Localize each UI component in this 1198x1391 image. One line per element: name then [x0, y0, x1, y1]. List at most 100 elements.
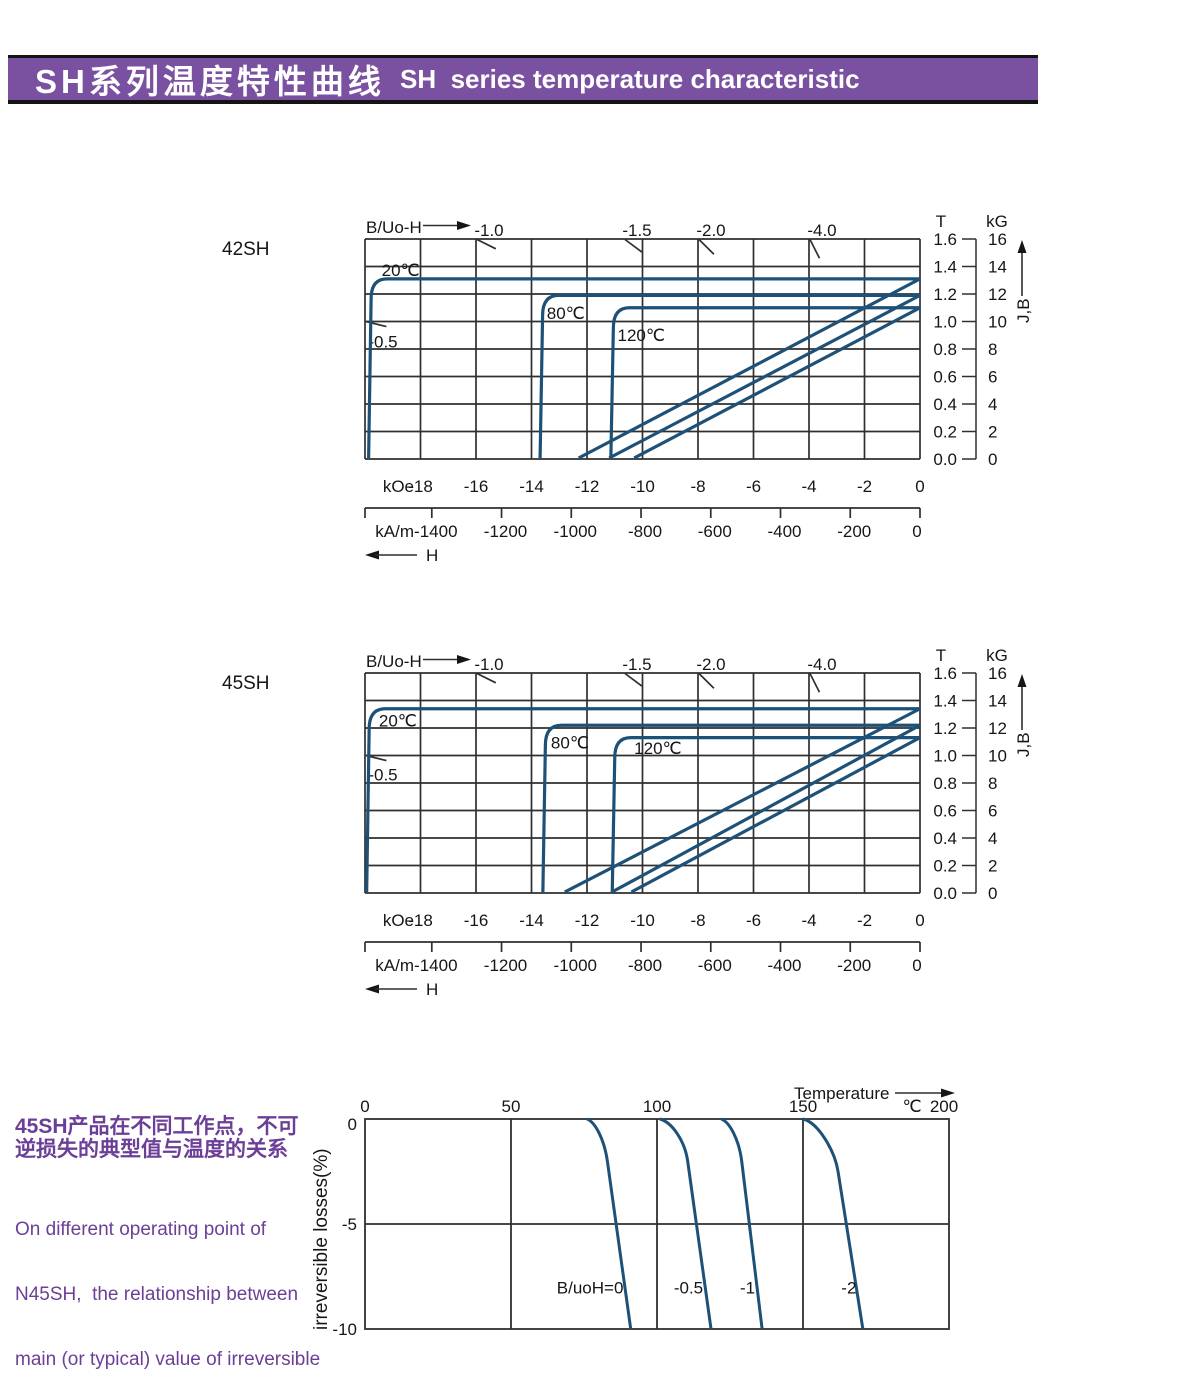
loss-curve--2: [802, 1117, 865, 1330]
load-line-label: -2.0: [696, 655, 725, 674]
y-tick-kG: 12: [988, 719, 1007, 738]
y-tick-kG: 10: [988, 313, 1007, 332]
chart-demag-45sh: B/Uo-H-0.5-1.0 -1.5 -2.0 -4.020℃80℃ 120℃T kG1…: [364, 646, 1033, 999]
x-axis-unit-c: ℃: [902, 1097, 921, 1116]
load-line-tick: [698, 672, 715, 689]
up-arrow-icon: [1017, 240, 1027, 253]
x-tick-kOe: -12: [575, 477, 600, 496]
y-tick-kG: 12: [988, 285, 1007, 304]
x-tick-kam: -1400: [414, 956, 457, 975]
load-line-tick: [624, 238, 643, 253]
x-tick-kOe: -6: [746, 477, 761, 496]
loss-axis-label: irreversible losses(%): [311, 1148, 332, 1330]
y-tick-T: 1.2: [933, 285, 957, 304]
y-tick-kG: 16: [988, 230, 1007, 249]
x-tick-kOe: -12: [575, 911, 600, 930]
j-curve-120℃: [610, 736, 920, 893]
chart-loss-45sh: Temperature 0 50 100 150 ℃ 200 0 -5 -10irreversib…: [311, 1084, 958, 1339]
side-note-en-line1: On different operating point of: [15, 1218, 267, 1240]
y-axis-unit-T: T: [936, 212, 946, 231]
y-tick-kG: 6: [988, 368, 997, 387]
x-tick-kam: -200: [837, 956, 871, 975]
load-line-tick: [809, 673, 821, 693]
y-tick-kG: 4: [988, 395, 997, 414]
y-tick-kG: 2: [988, 423, 997, 442]
j-curve-80℃: [541, 723, 920, 893]
jb-axis-label: J,B: [1014, 732, 1033, 757]
y-axis-unit-kG: kG: [986, 212, 1008, 231]
load-line-label: -4.0: [807, 655, 836, 674]
chart-title-42sh: 42SH: [222, 239, 270, 260]
x-tick-kam: -200: [837, 522, 871, 541]
y-tick-T: 0.6: [933, 802, 957, 821]
curve-label: 20℃: [382, 261, 420, 280]
curve-label: B/uoH=0: [557, 1278, 624, 1297]
x-tick-kOe: -10: [630, 477, 655, 496]
y-tick-kG: 14: [988, 692, 1007, 711]
side-note-zh-line2: 逆损失的典型值与温度的关系: [15, 1138, 288, 1161]
y-tick-kG: 4: [988, 829, 997, 848]
y-axis-unit-T: T: [936, 646, 946, 665]
y-tick-T: 0.4: [933, 829, 957, 848]
y-tick-kG: 0: [988, 884, 997, 903]
y-tick-T: 0.4: [933, 395, 957, 414]
x-tick-kOe: -6: [746, 911, 761, 930]
x-tick-kOe: -2: [857, 911, 872, 930]
y-tick-loss: 0: [348, 1115, 357, 1134]
x-tick-kam: -400: [767, 956, 801, 975]
jb-axis-label: J,B: [1014, 298, 1033, 323]
load-line-label: -1.0: [474, 221, 503, 240]
load-line-tick: [698, 238, 715, 255]
y-tick-T: 1.0: [933, 313, 957, 332]
x-tick-kam: 0: [912, 522, 921, 541]
y-tick-T: 0.8: [933, 774, 957, 793]
curve-label: -1: [740, 1278, 755, 1297]
load-line-axis-label: B/Uo-H: [366, 218, 422, 237]
x-tick-kOe: -14: [519, 911, 544, 930]
load-line-label: -4.0: [807, 221, 836, 240]
y-tick-loss: -10: [332, 1320, 357, 1339]
curve-label: 120℃: [618, 326, 665, 345]
x-tick-kam: -1200: [484, 522, 527, 541]
y-tick-kG: 8: [988, 774, 997, 793]
x-tick-kam: -1000: [554, 956, 597, 975]
j-curve-80℃: [538, 293, 920, 459]
y-tick-T: 0.2: [933, 857, 957, 876]
loss-curve--0.5: [659, 1117, 713, 1330]
x-tick-kam: -800: [628, 522, 662, 541]
b-curve-80℃: [608, 293, 921, 460]
x-axis-unit-kam: kA/m: [375, 522, 414, 541]
right-arrow-icon: [941, 1088, 955, 1098]
load-line-tick: [624, 672, 643, 687]
x-tick-temp: 0: [360, 1097, 369, 1116]
right-arrow-icon: [457, 221, 471, 230]
curve-label: -0.5: [674, 1278, 703, 1297]
y-tick-kG: 6: [988, 802, 997, 821]
x-tick-temp: 200: [930, 1097, 958, 1116]
x-axis-unit-kOe: kOe: [383, 911, 414, 930]
y-tick-T: 1.4: [933, 258, 957, 277]
x-tick-kOe: 0: [915, 911, 924, 930]
y-tick-loss: -5: [342, 1215, 357, 1234]
x-tick-kam: -400: [767, 522, 801, 541]
header-bar: SH系列温度特性曲线 SH series temperature charact…: [8, 55, 1038, 104]
left-arrow-icon: [365, 984, 379, 994]
x-tick-kOe: -2: [857, 477, 872, 496]
curve-label: 120℃: [634, 739, 681, 758]
grid-demag-42sh: [364, 238, 921, 460]
up-arrow-icon: [1017, 674, 1027, 687]
chart-title-45sh: 45SH: [222, 673, 270, 694]
side-note-en-line3: main (or typical) value of irreversible: [15, 1349, 321, 1371]
y-tick-T: 1.4: [933, 692, 957, 711]
y-tick-T: 0.2: [933, 423, 957, 442]
x-tick-kOe: -16: [464, 911, 489, 930]
x-tick-kOe: -14: [519, 477, 544, 496]
x-tick-kOe: -4: [801, 911, 816, 930]
load-line-tick: [809, 239, 821, 259]
load-line-label: -2.0: [696, 221, 725, 240]
x-tick-kam: 0: [912, 956, 921, 975]
loss-curve-B/uoH=0: [586, 1117, 633, 1330]
y-tick-T: 0.6: [933, 368, 957, 387]
x-tick-temp: 150: [789, 1097, 817, 1116]
